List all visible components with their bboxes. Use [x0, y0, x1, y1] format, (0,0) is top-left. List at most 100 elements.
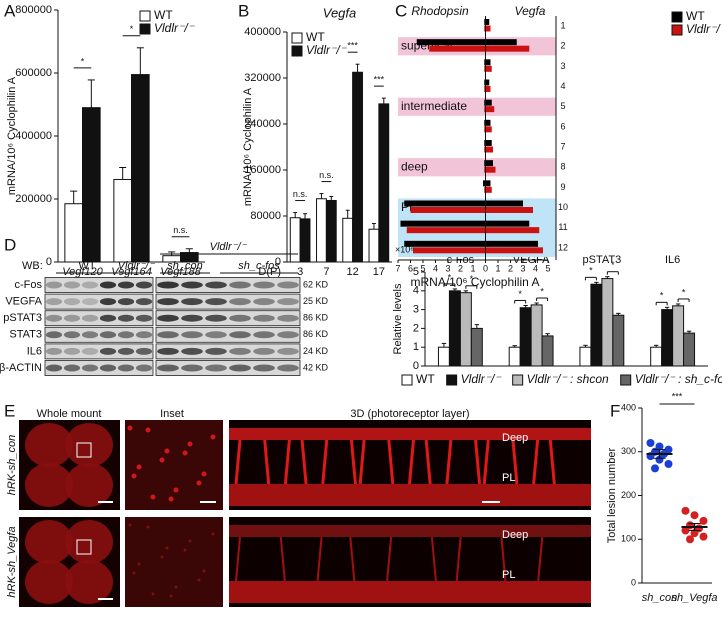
- image-column-title: 3D (photoreceptor layer): [350, 408, 469, 420]
- blot-band: [81, 298, 99, 306]
- lesion: [424, 439, 432, 485]
- y-tick-label: 800000: [15, 4, 52, 16]
- blot-band: [229, 298, 251, 306]
- significance-label: *: [540, 286, 544, 296]
- bar: [683, 332, 696, 367]
- image-row-label: hRK-sh_con: [6, 435, 18, 496]
- blot-band: [63, 331, 81, 339]
- blot-band: [253, 314, 275, 322]
- y-tick-label: 400000: [15, 130, 52, 142]
- lesion: [321, 439, 329, 485]
- y-tick-label: 100: [621, 534, 636, 544]
- y-axis-label: mRNA/10⁶ Cyclophilin A: [6, 76, 18, 195]
- retina-petal: [65, 463, 113, 507]
- x-tick-label: 3: [445, 263, 450, 273]
- bar: [484, 86, 486, 92]
- inset-spot: [151, 592, 155, 596]
- significance-label: n.s.: [293, 189, 308, 199]
- panel-letter: A: [4, 1, 16, 20]
- blot-band: [205, 314, 227, 322]
- pl-layer: [229, 581, 591, 603]
- bar: [541, 335, 554, 367]
- bar: [485, 119, 491, 126]
- data-point: [664, 460, 673, 468]
- bar: [484, 146, 486, 153]
- y-axis-label: mRNA/10⁶ Cyclophilin A: [242, 87, 254, 206]
- category-label: IL6: [665, 254, 680, 266]
- bar: [485, 166, 496, 173]
- blot-band: [45, 347, 63, 355]
- layer-label: PL: [502, 472, 515, 484]
- blot-size-label: 42 KD: [303, 362, 329, 372]
- bar: [485, 186, 492, 193]
- layer-label: 6: [560, 121, 565, 131]
- blot-band: [135, 347, 153, 355]
- blot-group-title: Vldlr⁻/⁻: [210, 241, 248, 253]
- x-tick-label: 6: [408, 263, 413, 273]
- image-column-title: Whole mount: [37, 408, 102, 420]
- blot-row-label: pSTAT3: [3, 312, 42, 324]
- category-label: sh_con: [642, 592, 677, 604]
- region-label: deep: [401, 159, 428, 173]
- layer-label: 9: [560, 182, 565, 192]
- blot-band: [117, 298, 135, 306]
- bar: [484, 59, 486, 66]
- retina-petal: [25, 423, 73, 467]
- bar: [508, 346, 521, 367]
- category-label: Vegf188: [160, 266, 201, 278]
- blot-band: [205, 364, 227, 372]
- y-axis-label: Relative levels: [392, 283, 404, 354]
- bar: [485, 65, 492, 72]
- blot-band: [81, 364, 99, 372]
- inset-spot: [131, 473, 137, 479]
- blot-strip: [155, 310, 301, 327]
- blot-size-label: 86 KD: [303, 313, 329, 323]
- inset-spot: [182, 450, 188, 456]
- lesion: [482, 439, 490, 485]
- panel-letter: E: [4, 401, 15, 420]
- blot-band: [229, 281, 251, 289]
- bar: [484, 99, 486, 106]
- blot-band: [277, 364, 299, 372]
- blot-band: [45, 364, 63, 372]
- legend-label: Vldlr⁻/⁻ : sh_c-fos: [635, 372, 722, 386]
- category-label: Vegf164: [111, 266, 152, 278]
- bar: [485, 99, 492, 106]
- x-tick-label: 4: [533, 263, 538, 273]
- lane-label: sh_c-fos: [238, 260, 280, 272]
- y-tick-label: 200: [621, 490, 636, 500]
- panel-letter: D: [4, 235, 16, 254]
- bar: [316, 198, 327, 263]
- blot-strip: [44, 293, 154, 310]
- inset-spot: [160, 555, 164, 559]
- lesion: [430, 536, 437, 582]
- bar: [485, 86, 491, 92]
- data-point: [699, 532, 708, 541]
- region-label: intermediate: [401, 99, 467, 113]
- blot-band: [229, 364, 251, 372]
- y-tick-label: 400000: [244, 26, 281, 38]
- legend-label: WT: [154, 8, 173, 22]
- bar: [485, 146, 493, 153]
- bar: [325, 199, 337, 263]
- blot-strip: [155, 326, 301, 343]
- blot-band: [135, 364, 153, 372]
- y-tick-label: 300: [621, 446, 636, 456]
- lesion: [283, 439, 291, 485]
- blot-band: [181, 331, 203, 339]
- significance-label: ***: [347, 41, 358, 51]
- inset-spot: [128, 523, 132, 527]
- bar: [485, 200, 523, 207]
- legend-label: Vldlr⁻/⁻: [154, 21, 196, 35]
- layer-label: Deep: [502, 432, 528, 444]
- layer-label: 5: [560, 101, 565, 111]
- bar: [113, 178, 132, 263]
- bar: [672, 305, 685, 367]
- bar: [437, 346, 450, 367]
- legend-swatch: [139, 23, 151, 35]
- panel-letter: F: [610, 401, 620, 420]
- blot-strip: [155, 343, 301, 360]
- bar: [410, 207, 486, 213]
- legend-swatch: [139, 10, 151, 22]
